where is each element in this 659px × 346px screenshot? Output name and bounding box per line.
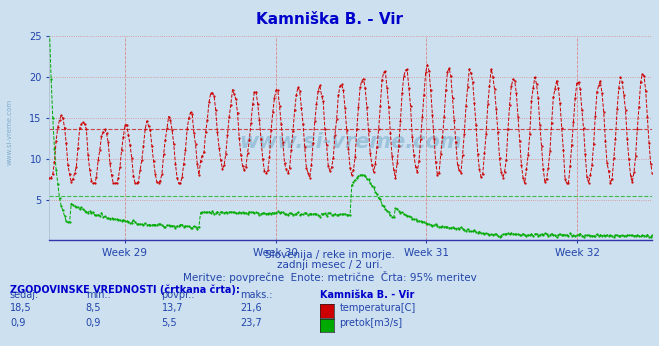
Text: min.:: min.: (86, 290, 111, 300)
Text: Kamniška B. - Vir: Kamniška B. - Vir (256, 12, 403, 27)
Text: 21,6: 21,6 (241, 303, 262, 313)
Text: sedaj:: sedaj: (10, 290, 39, 300)
Text: Kamniška B. - Vir: Kamniška B. - Vir (320, 290, 414, 300)
Text: 0,9: 0,9 (86, 318, 101, 328)
Text: 0,9: 0,9 (10, 318, 25, 328)
Text: maks.:: maks.: (241, 290, 273, 300)
Text: 13,7: 13,7 (161, 303, 183, 313)
Text: 8,5: 8,5 (86, 303, 101, 313)
Text: ZGODOVINSKE VREDNOSTI (črtkana črta):: ZGODOVINSKE VREDNOSTI (črtkana črta): (10, 284, 240, 295)
Text: 23,7: 23,7 (241, 318, 262, 328)
Text: povpr.:: povpr.: (161, 290, 195, 300)
Text: zadnji mesec / 2 uri.: zadnji mesec / 2 uri. (277, 260, 382, 270)
Text: Slovenija / reke in morje.: Slovenija / reke in morje. (264, 250, 395, 260)
Text: Meritve: povprečne  Enote: metrične  Črta: 95% meritev: Meritve: povprečne Enote: metrične Črta:… (183, 271, 476, 283)
Text: www.si-vreme.com: www.si-vreme.com (7, 98, 13, 165)
Text: 5,5: 5,5 (161, 318, 177, 328)
Text: 18,5: 18,5 (10, 303, 32, 313)
Text: pretok[m3/s]: pretok[m3/s] (339, 318, 403, 328)
Text: www.si-vreme.com: www.si-vreme.com (240, 133, 462, 153)
Text: temperatura[C]: temperatura[C] (339, 303, 416, 313)
